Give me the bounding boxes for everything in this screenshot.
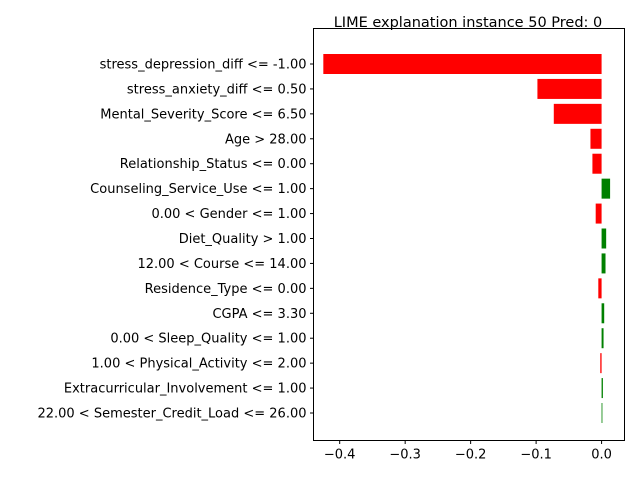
y-tick-label: stress_depression_diff <= -1.00 xyxy=(100,58,307,73)
x-tick-label: −0.4 xyxy=(324,448,356,463)
y-tick-label: Relationship_Status <= 0.00 xyxy=(120,157,307,172)
x-tick-label: −0.2 xyxy=(455,448,487,463)
bar xyxy=(600,353,602,374)
x-tick-label: 0.0 xyxy=(591,448,612,463)
x-tick-label: −0.1 xyxy=(520,448,552,463)
bar xyxy=(601,253,606,274)
y-tick-label: 12.00 < Course <= 14.00 xyxy=(137,257,306,272)
y-tick-label: Age > 28.00 xyxy=(225,132,307,147)
y-tick-label: stress_anxiety_diff <= 0.50 xyxy=(127,82,307,97)
bar xyxy=(323,54,602,74)
chart-title: LIME explanation instance 50 Pred: 0 xyxy=(334,15,603,31)
y-tick-label: 0.00 < Gender <= 1.00 xyxy=(151,207,306,222)
bar xyxy=(592,153,602,174)
plot-frame xyxy=(313,28,625,441)
y-tick-label: Diet_Quality > 1.00 xyxy=(179,232,307,247)
bar xyxy=(590,128,602,149)
y-tick-label: 1.00 < Physical_Activity <= 2.00 xyxy=(91,357,306,372)
y-tick-label: Mental_Severity_Score <= 6.50 xyxy=(100,107,306,122)
bar xyxy=(537,78,602,99)
y-tick-label: CGPA <= 3.30 xyxy=(212,307,306,322)
bar xyxy=(601,178,611,199)
y-tick-label: Extracurricular_Involvement <= 1.00 xyxy=(64,382,307,397)
bar xyxy=(595,203,602,224)
x-tick-label: −0.3 xyxy=(389,448,421,463)
y-tick-label: 0.00 < Sleep_Quality <= 1.00 xyxy=(110,332,306,347)
bar xyxy=(601,303,605,324)
bar xyxy=(601,328,604,349)
bars-group xyxy=(323,54,611,423)
bar xyxy=(601,378,603,399)
bar xyxy=(598,278,602,299)
bar xyxy=(601,403,603,423)
bar xyxy=(553,103,602,124)
y-tick-labels: stress_depression_diff <= -1.00 stress_an… xyxy=(37,58,314,422)
y-tick-label: Counseling_Service_Use <= 1.00 xyxy=(90,182,306,197)
x-ticks: −0.4 −0.3 −0.2 −0.1 0.0 xyxy=(324,440,612,463)
bar xyxy=(601,228,607,249)
y-tick-label: Residence_Type <= 0.00 xyxy=(145,282,307,297)
y-tick-label: 22.00 < Semester_Credit_Load <= 26.00 xyxy=(37,407,306,422)
